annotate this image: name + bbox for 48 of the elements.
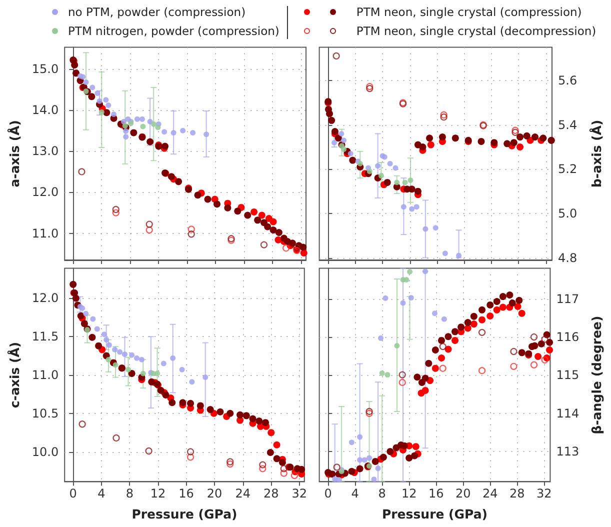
y-tick-label: 12.0: [32, 291, 59, 306]
y-tick-label: 12.0: [32, 185, 59, 200]
y-tick-label: 114: [556, 406, 580, 420]
x-axis-title: Pressure (GPa): [382, 506, 488, 522]
x-tick-label: 12: [150, 486, 166, 501]
y-tick-label: 13.0: [32, 144, 59, 158]
y-tick-label: 4.8: [558, 250, 578, 265]
x-tick-label: 28: [263, 486, 279, 501]
y-tick-label: 115: [556, 368, 580, 382]
x-tick-label: 20: [206, 486, 222, 501]
y-axis-title: a-axis (Å): [7, 120, 22, 188]
legend-label: PTM neon, single crystal (compression): [356, 5, 582, 19]
y-tick-label: 10.0: [32, 444, 59, 459]
y-tick-label: 116: [556, 330, 580, 344]
y-axis-title: c-axis (Å): [7, 342, 22, 408]
y-axis-title: b-axis (Å): [589, 120, 604, 188]
x-tick-label: 4: [351, 486, 359, 501]
x-tick-label: 32: [536, 486, 552, 501]
legend-label: PTM nitrogen, powder (compression): [68, 24, 280, 38]
x-tick-label: 28: [509, 486, 525, 501]
x-tick-label: 32: [292, 486, 308, 501]
y-tick-label: 11.0: [32, 368, 59, 382]
y-tick-label: 113: [556, 444, 580, 459]
y-tick-label: 5.4: [558, 118, 578, 132]
y-tick-label: 5.6: [558, 74, 578, 88]
x-tick-label: 16: [428, 486, 444, 501]
x-tick-label: 0: [69, 486, 77, 501]
y-tick-label: 5.0: [558, 206, 578, 220]
x-tick-label: 24: [235, 486, 250, 501]
x-tick-label: 16: [178, 486, 194, 501]
y-axis-title: β-angle (degree): [589, 316, 604, 434]
x-tick-label: 0: [324, 486, 332, 501]
x-axis-title: Pressure (GPa): [132, 506, 238, 522]
x-tick-label: 8: [126, 486, 134, 501]
x-tick-label: 20: [455, 486, 471, 501]
y-tick-label: 5.2: [558, 162, 578, 176]
y-tick-label: 117: [556, 292, 580, 306]
legend-label: PTM neon, single crystal (decompression): [356, 24, 596, 38]
y-tick-label: 11.5: [32, 330, 59, 344]
x-tick-label: 12: [401, 486, 417, 501]
legend-label: no PTM, powder (compression): [68, 5, 246, 19]
x-tick-label: 8: [378, 486, 386, 501]
x-tick-label: 4: [98, 486, 106, 501]
y-tick-label: 10.5: [32, 406, 59, 420]
y-tick-label: 11.0: [32, 226, 59, 240]
y-tick-label: 14.0: [32, 103, 59, 118]
y-tick-label: 15.0: [32, 62, 59, 76]
x-tick-label: 24: [482, 486, 498, 501]
